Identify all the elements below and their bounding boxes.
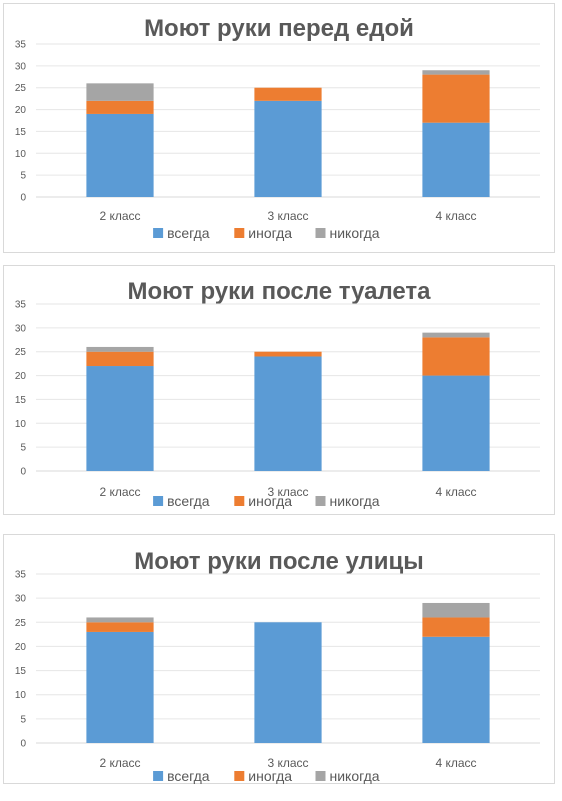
y-tick-label: 20 [15,105,27,116]
bar-никогда-4-класс [422,70,490,75]
bar-всегда-2-класс [86,631,154,743]
y-tick-label: 0 [20,467,26,478]
legend-label-всегда: всегда [167,225,210,241]
y-tick-label: 15 [15,127,27,138]
legend-label-иногда: иногда [248,225,292,241]
chart-title: Моют руки перед едой [144,15,414,42]
y-tick-label: 15 [15,666,27,677]
x-category-label: 3 класс [267,485,308,499]
legend-swatch-никогда [315,496,326,506]
bar-всегда-4-класс [422,375,490,471]
bar-всегда-4-класс [422,636,490,743]
x-category-label: 2 класс [99,485,140,499]
y-tick-label: 5 [20,171,26,182]
y-tick-label: 25 [15,83,27,94]
chart-panel-before-eating: Моют руки перед едой 0 5 10 15 20 25 30 35 2 клас… [3,3,555,253]
x-category-label: 4 класс [435,485,476,499]
chart-panel-after-outside: Моют руки после улицы 0 5 10 15 20 25 30 35 2 кла… [3,534,555,784]
chart-after-outside: Моют руки после улицы 0 5 10 15 20 25 30 35 2 кла… [15,548,540,784]
y-tick-label: 30 [15,594,27,605]
bar-никогда-4-класс [422,602,490,618]
y-tick-label: 5 [20,714,26,725]
chart-title: Моют руки после улицы [134,548,424,575]
chart-after-toilet: Моют руки после туалета 0 5 10 15 20 25 30 35 2 к… [15,278,540,509]
bar-иногда-2-класс [86,351,154,367]
y-tick-label: 0 [20,193,26,204]
legend-swatch-всегда [153,771,164,781]
y-tick-label: 25 [15,347,27,358]
x-category-label: 3 класс [267,756,308,770]
bar-всегда-3-класс [254,100,322,197]
y-tick-label: 30 [15,323,27,334]
bar-никогда-4-класс [422,332,490,338]
bar-никогда-2-класс [86,83,154,101]
bar-иногда-4-класс [422,337,490,376]
bar-иногда-2-класс [86,100,154,114]
bar-никогда-2-класс [86,346,154,352]
bar-всегда-2-класс [86,113,154,197]
legend-label-иногда: иногда [248,768,292,784]
legend-label-всегда: всегда [167,493,210,509]
bar-иногда-2-класс [86,622,154,632]
legend-label-иногда: иногда [248,493,292,509]
bar-всегда-3-класс [254,622,322,743]
x-category-label: 4 класс [435,209,476,223]
bar-всегда-3-класс [254,356,322,471]
y-tick-label: 10 [15,690,27,701]
y-tick-label: 15 [15,395,27,406]
bar-иногда-3-класс [254,351,322,357]
y-tick-label: 35 [15,570,27,581]
bar-всегда-4-класс [422,122,490,197]
y-tick-label: 35 [15,300,27,311]
legend-label-никогда: никогда [330,225,380,241]
bar-иногда-3-класс [254,87,322,101]
x-category-label: 4 класс [435,756,476,770]
legend-swatch-всегда [153,496,164,506]
legend-label-никогда: никогда [330,493,380,509]
legend-label-всегда: всегда [167,768,210,784]
y-tick-label: 0 [20,739,26,750]
x-category-label: 3 класс [267,209,308,223]
y-tick-label: 20 [15,642,27,653]
y-tick-label: 35 [15,40,27,51]
legend-swatch-никогда [315,228,326,238]
y-tick-label: 10 [15,149,27,160]
y-tick-label: 5 [20,443,26,454]
y-tick-label: 10 [15,419,27,430]
legend-label-никогда: никогда [330,768,380,784]
x-category-label: 2 класс [99,209,140,223]
y-tick-label: 20 [15,371,27,382]
bar-иногда-4-класс [422,617,490,637]
bar-всегда-2-класс [86,366,154,471]
legend-swatch-никогда [315,771,326,781]
y-tick-label: 25 [15,618,27,629]
chart-title: Моют руки после туалета [127,278,431,305]
legend-swatch-иногда [234,496,245,506]
legend-swatch-иногда [234,228,245,238]
y-tick-label: 30 [15,61,27,72]
legend-swatch-иногда [234,771,245,781]
legend-swatch-всегда [153,228,164,238]
bar-иногда-4-класс [422,74,490,123]
bar-никогда-2-класс [86,617,154,623]
chart-panel-after-toilet: Моют руки после туалета 0 5 10 15 20 25 30 35 2 к… [3,265,555,515]
chart-before-eating: Моют руки перед едой 0 5 10 15 20 25 30 35 2 клас… [15,15,540,241]
x-category-label: 2 класс [99,756,140,770]
